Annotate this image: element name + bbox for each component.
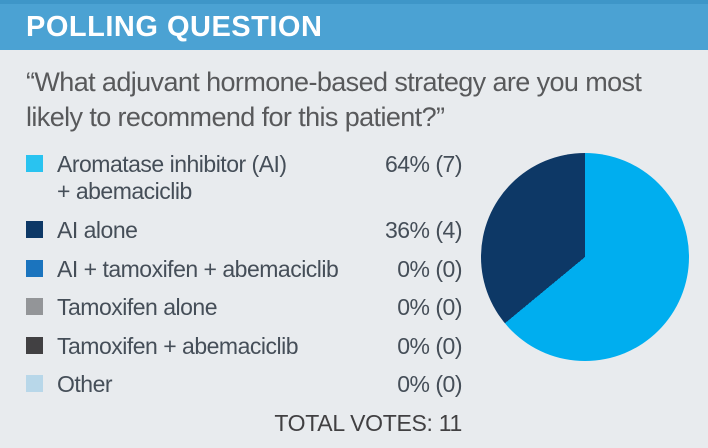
legend-label: Tamoxifen alone <box>57 294 218 321</box>
legend-item: AI + tamoxifen + abemaciclib 0% (0) <box>26 255 463 284</box>
page-title: POLLING QUESTION <box>26 10 323 43</box>
poll-question: “What adjuvant hormone-based strategy ar… <box>26 67 642 133</box>
legend-swatch <box>26 154 43 172</box>
legend-label: AI alone <box>57 216 138 243</box>
pie-chart-area <box>462 151 708 437</box>
total-votes: TOTAL VOTES: 11 <box>274 409 462 436</box>
legend-label: Other <box>57 371 113 398</box>
legend-label: Aromatase inhibitor (AI) + abemaciclib <box>57 150 287 205</box>
legend-value: 0% (0) <box>397 255 462 282</box>
legend-label: AI + tamoxifen + abemaciclib <box>57 255 339 282</box>
legend-swatch <box>26 259 43 277</box>
poll-legend: Aromatase inhibitor (AI) + abemaciclib 6… <box>26 150 463 399</box>
legend-swatch <box>26 336 43 354</box>
legend-label: Tamoxifen + abemaciclib <box>57 332 298 359</box>
legend-swatch <box>26 298 43 316</box>
poll-content: Aromatase inhibitor (AI) + abemaciclib 6… <box>0 151 708 437</box>
legend-item: Tamoxifen + abemaciclib 0% (0) <box>26 332 463 361</box>
header-banner: POLLING QUESTION <box>0 0 708 50</box>
legend-value: 0% (0) <box>397 332 462 359</box>
legend-value: 64% (7) <box>384 150 463 177</box>
legend-item: Other 0% (0) <box>26 371 463 399</box>
poll-legend-column: Aromatase inhibitor (AI) + abemaciclib 6… <box>26 150 463 437</box>
legend-value: 0% (0) <box>397 294 462 321</box>
legend-swatch <box>26 375 43 393</box>
legend-item: Aromatase inhibitor (AI) + abemaciclib 6… <box>26 150 463 206</box>
legend-swatch <box>26 220 43 238</box>
legend-value: 0% (0) <box>397 371 462 398</box>
legend-value: 36% (4) <box>384 216 463 243</box>
legend-item: Tamoxifen alone 0% (0) <box>26 294 463 322</box>
legend-item: AI alone 36% (4) <box>26 216 463 245</box>
pie-chart <box>481 152 689 361</box>
